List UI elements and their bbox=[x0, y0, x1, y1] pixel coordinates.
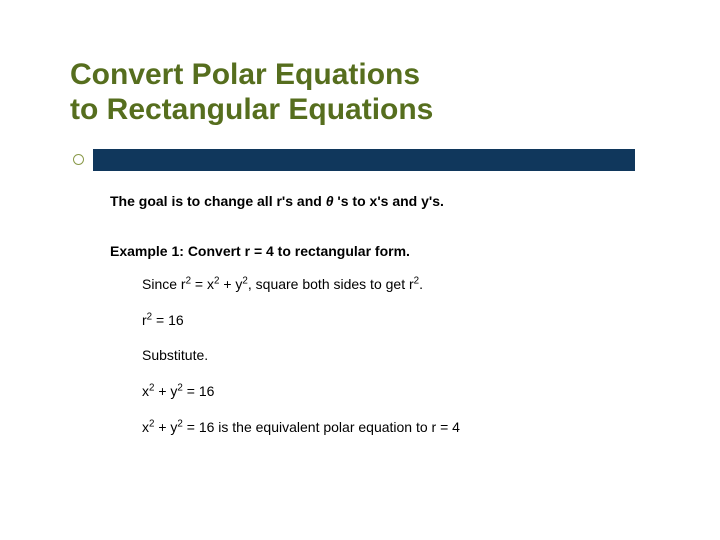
step-5: x2 + y2 = 16 is the equivalent polar equ… bbox=[142, 418, 660, 438]
step1-mid1: = x bbox=[191, 276, 214, 292]
step-4: x2 + y2 = 16 bbox=[142, 382, 660, 402]
example-heading: Example 1: Convert r = 4 to rectangular … bbox=[110, 242, 660, 262]
step4-pre: x bbox=[142, 383, 149, 399]
goal-pre: The goal is to change all r's and bbox=[110, 193, 326, 209]
step1-mid3: , square both sides to get r bbox=[248, 276, 414, 292]
divider-bar bbox=[93, 149, 635, 171]
slide: Convert Polar Equations to Rectangular E… bbox=[0, 0, 720, 540]
bullet-circle-icon bbox=[73, 154, 84, 165]
step5-post: = 16 is the equivalent polar equation to… bbox=[183, 419, 460, 435]
step-2: r2 = 16 bbox=[142, 311, 660, 331]
step5-mid: + y bbox=[154, 419, 177, 435]
step5-pre: x bbox=[142, 419, 149, 435]
step4-post: = 16 bbox=[183, 383, 215, 399]
step-1: Since r2 = x2 + y2, square both sides to… bbox=[142, 275, 660, 295]
step4-mid: + y bbox=[154, 383, 177, 399]
step-3: Substitute. bbox=[142, 346, 660, 366]
slide-title: Convert Polar Equations to Rectangular E… bbox=[70, 58, 433, 127]
step1-mid2: + y bbox=[219, 276, 242, 292]
step2-post: = 16 bbox=[152, 312, 184, 328]
theta-symbol: θ bbox=[326, 193, 334, 209]
step1-end: . bbox=[419, 276, 423, 292]
title-divider bbox=[65, 145, 635, 175]
title-line-2: to Rectangular Equations bbox=[70, 93, 433, 126]
goal-text: The goal is to change all r's and θ 's t… bbox=[110, 192, 660, 212]
title-line-1: Convert Polar Equations bbox=[70, 58, 420, 91]
goal-post: 's to x's and y's. bbox=[334, 193, 444, 209]
content-body: The goal is to change all r's and θ 's t… bbox=[110, 192, 660, 453]
step1-pre: Since r bbox=[142, 276, 186, 292]
